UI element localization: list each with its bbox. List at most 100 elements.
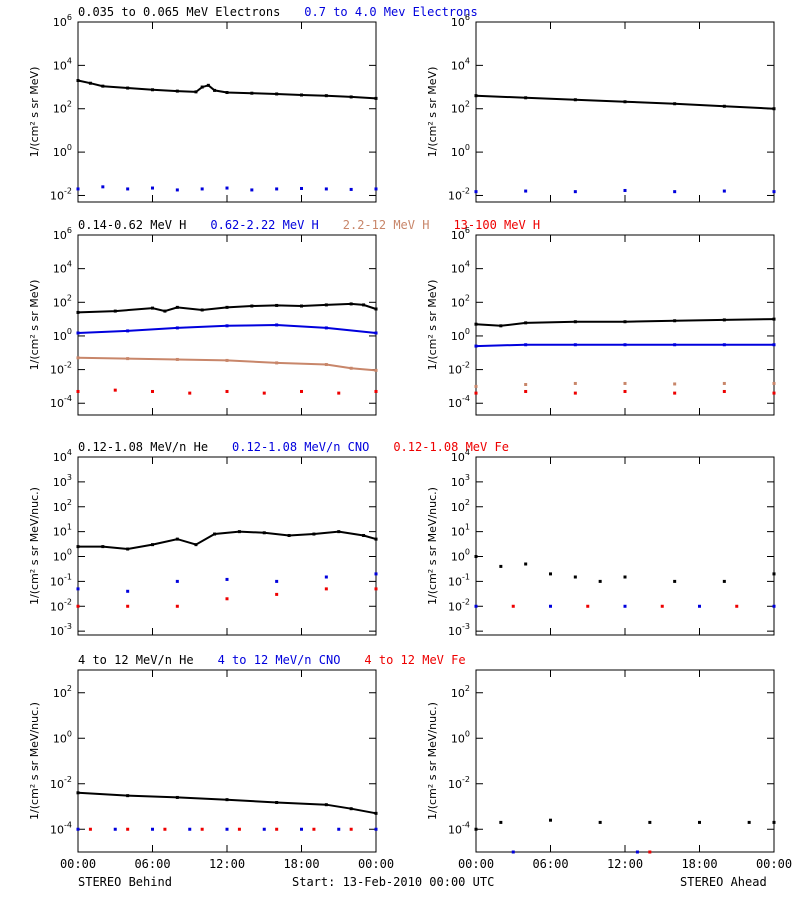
data-point <box>623 604 627 608</box>
data-point <box>374 537 378 541</box>
data-point <box>275 579 279 583</box>
data-series <box>474 381 776 388</box>
legend-series-label: 13-100 MeV H <box>453 218 540 232</box>
series-line <box>475 318 775 327</box>
data-point <box>126 86 130 90</box>
data-point <box>76 331 80 335</box>
data-point <box>324 575 328 579</box>
data-point <box>300 827 303 831</box>
y-tick-label: 104 <box>53 260 72 276</box>
y-tick-label: 100 <box>451 143 470 159</box>
data-point <box>175 795 179 799</box>
y-axis-label: 1/(cm² s sr MeV/nuc.) <box>28 487 41 605</box>
data-series <box>76 356 378 372</box>
data-point <box>337 391 341 395</box>
legend-series-label: 0.62-2.22 MeV H <box>210 218 318 232</box>
data-point <box>648 820 652 824</box>
data-series <box>76 530 378 551</box>
data-point <box>76 310 80 314</box>
data-point <box>275 187 279 191</box>
data-point <box>586 604 590 608</box>
data-point <box>374 572 378 576</box>
y-tick-label: 104 <box>53 56 72 72</box>
data-point <box>225 358 229 362</box>
data-point <box>76 187 80 191</box>
data-point <box>175 305 179 309</box>
data-point <box>194 90 198 94</box>
data-point <box>524 321 528 325</box>
data-point <box>275 361 279 365</box>
data-point <box>151 389 154 393</box>
data-point <box>374 587 378 591</box>
data-point <box>722 343 726 347</box>
y-tick-label: 10-2 <box>448 597 470 613</box>
legend-series-label: 0.12-1.08 MeV/n CNO <box>232 440 369 454</box>
data-point <box>113 388 117 392</box>
data-point <box>573 575 577 579</box>
data-point <box>511 850 515 854</box>
data-series <box>511 604 739 608</box>
data-point <box>324 94 328 98</box>
data-point <box>735 604 739 608</box>
x-tick-label: 06:00 <box>532 857 568 871</box>
x-tick-label: 06:00 <box>134 857 170 871</box>
data-point <box>324 803 328 807</box>
data-series <box>76 323 378 335</box>
plot-frame <box>475 669 775 853</box>
data-point <box>474 322 478 326</box>
data-point <box>88 81 92 85</box>
data-series <box>474 389 776 395</box>
plot-frame <box>77 456 377 636</box>
y-tick-label: 100 <box>451 327 470 343</box>
y-tick-label: 10-2 <box>50 186 72 202</box>
data-point <box>499 324 503 328</box>
y-tick-label: 100 <box>53 729 72 745</box>
legend-series-label: 0.14-0.62 MeV H <box>78 218 186 232</box>
panel-legend: 0.14-0.62 MeV H 0.62-2.22 MeV H 2.2-12 MeV… <box>78 218 540 232</box>
data-point <box>76 389 80 393</box>
data-point <box>524 389 528 393</box>
data-point <box>175 357 179 361</box>
panel-legend: 0.12-1.08 MeV/n He 0.12-1.08 MeV/n CNO 0.1… <box>78 440 509 454</box>
plot-frame <box>475 234 775 416</box>
data-point <box>722 104 726 108</box>
data-point <box>722 189 726 193</box>
data-point <box>250 304 254 308</box>
data-point <box>598 820 602 824</box>
data-point <box>722 318 726 322</box>
data-point <box>772 107 776 111</box>
data-series <box>474 188 776 194</box>
y-tick-label: 10-2 <box>448 186 470 202</box>
data-point <box>772 820 776 824</box>
data-point <box>275 92 279 96</box>
data-point <box>300 93 303 97</box>
data-point <box>474 384 478 388</box>
data-series <box>76 791 378 815</box>
y-tick-label: 10-2 <box>448 361 470 377</box>
y-tick-label: 104 <box>451 56 470 72</box>
plot-panel-protons-ahead: 10-4 10-2 100 102 104 106 1/(cm² s sr MeV) <box>426 226 776 416</box>
legend-series-label: 4 to 12 MeV/n CNO <box>218 653 341 667</box>
data-point <box>76 356 80 360</box>
data-point <box>772 604 776 608</box>
data-point <box>113 309 117 313</box>
data-point <box>374 96 378 100</box>
footer-left-label: STEREO Behind <box>78 875 172 889</box>
data-point <box>262 391 266 395</box>
y-tick-label: 102 <box>53 498 72 514</box>
data-point <box>225 798 229 802</box>
x-tick-label: 00:00 <box>756 857 792 871</box>
legend-series-label: 0.12-1.08 MeV Fe <box>393 440 509 454</box>
series-line <box>78 530 377 551</box>
data-point <box>312 532 316 536</box>
y-tick-label: 10-2 <box>50 597 72 613</box>
data-series <box>474 317 776 328</box>
data-point <box>300 186 303 190</box>
data-point <box>300 304 303 308</box>
y-tick-label: 102 <box>451 293 470 309</box>
data-point <box>126 604 130 608</box>
data-point <box>200 187 204 191</box>
data-point <box>225 186 229 190</box>
x-tick-label: 12:00 <box>209 857 245 871</box>
data-series <box>511 850 639 854</box>
